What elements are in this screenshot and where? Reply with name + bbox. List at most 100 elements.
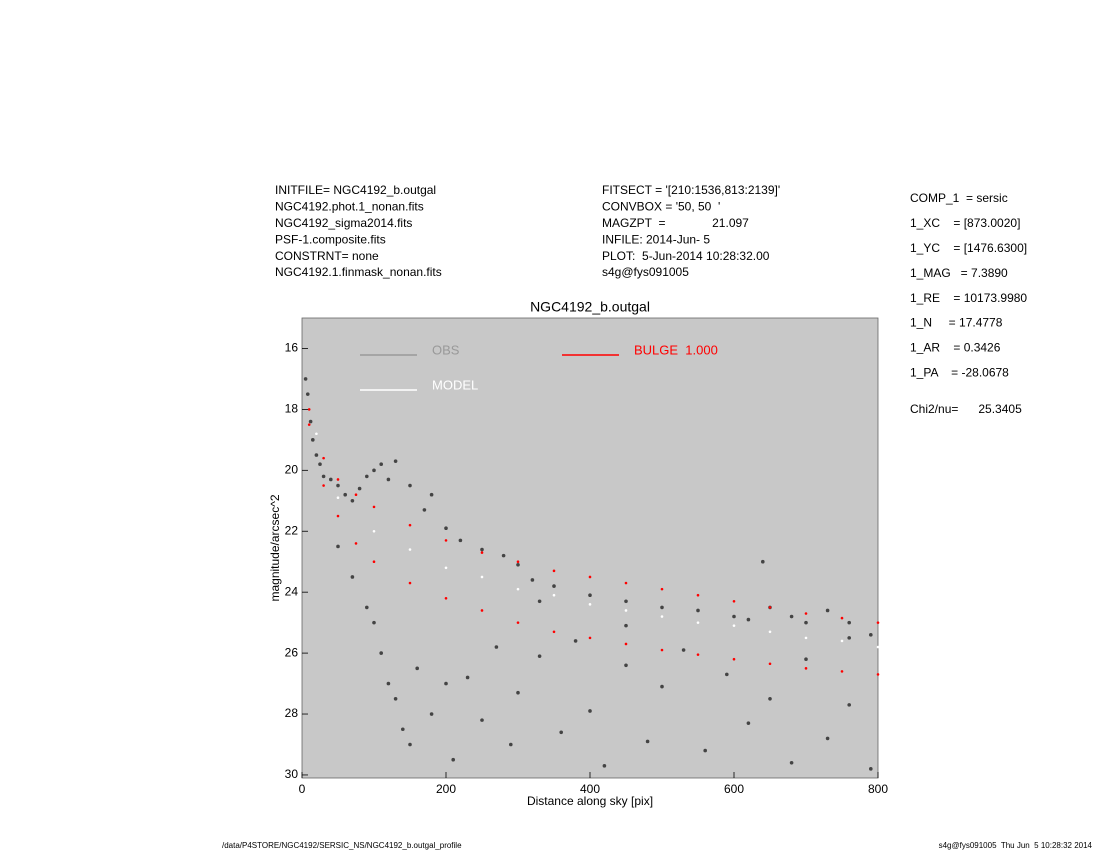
- y-axis-label: magnitude/arcsec^2: [268, 494, 282, 601]
- data-point: [372, 620, 376, 625]
- data-point: [696, 653, 700, 656]
- data-point: [408, 581, 412, 585]
- data-point: [847, 620, 851, 625]
- data-point: [408, 742, 412, 747]
- header-left-line: CONSTRNT= none: [275, 249, 379, 263]
- data-point: [308, 419, 313, 424]
- data-point: [480, 718, 484, 722]
- data-point: [660, 648, 664, 652]
- series-points: [315, 432, 880, 649]
- data-point: [480, 551, 484, 554]
- data-point: [537, 654, 542, 658]
- data-point: [660, 684, 664, 689]
- data-point: [768, 606, 772, 609]
- data-point: [552, 630, 556, 634]
- data-point: [696, 608, 700, 613]
- data-point: [350, 498, 355, 503]
- data-point: [318, 462, 322, 467]
- data-point: [876, 673, 880, 676]
- parameter-line: 1_YC = [1476.6300]: [910, 241, 1027, 255]
- data-point: [354, 493, 358, 496]
- data-point: [429, 492, 434, 497]
- data-point: [624, 623, 628, 628]
- data-point: [303, 377, 308, 381]
- data-point: [465, 675, 470, 680]
- header-middle-line: PLOT: 5-Jun-2014 10:28:32.00: [602, 249, 770, 263]
- data-point: [840, 616, 844, 620]
- data-point: [336, 478, 340, 481]
- header-left-line: NGC4192.phot.1_nonan.fits: [275, 200, 424, 214]
- data-point: [315, 432, 318, 436]
- data-point: [422, 508, 427, 512]
- parameter-line: 1_XC = [873.0020]: [910, 216, 1020, 230]
- data-point: [660, 605, 664, 610]
- data-point: [393, 459, 398, 463]
- data-point: [703, 748, 707, 753]
- data-point: [386, 681, 391, 686]
- data-point: [552, 584, 556, 588]
- data-point: [768, 696, 772, 701]
- data-point: [329, 477, 333, 482]
- x-tick-label: 400: [580, 782, 600, 796]
- data-point: [573, 639, 578, 643]
- legend-label: BULGE 1.000: [634, 342, 718, 357]
- data-point: [379, 462, 384, 467]
- data-point: [336, 544, 340, 549]
- data-point: [429, 712, 434, 716]
- y-tick-label: 18: [285, 402, 299, 416]
- data-point: [552, 593, 556, 597]
- data-point: [509, 742, 513, 747]
- data-point: [393, 696, 398, 701]
- data-point: [408, 523, 412, 527]
- data-point: [530, 578, 535, 582]
- header-middle-line: MAGZPT = 21.097: [602, 216, 749, 230]
- parameter-line: COMP_1 = sersic: [910, 191, 1008, 205]
- header-left-line: NGC4192_sigma2014.fits: [275, 216, 412, 230]
- x-tick-label: 0: [299, 782, 306, 796]
- data-point: [624, 663, 628, 668]
- data-point: [408, 483, 412, 488]
- data-point: [624, 581, 628, 585]
- data-point: [847, 703, 851, 707]
- data-point: [624, 599, 628, 604]
- data-point: [350, 575, 355, 579]
- data-point: [761, 559, 765, 564]
- data-point: [588, 636, 592, 640]
- data-point: [804, 657, 808, 661]
- parameter-line: 1_RE = 10173.9980: [910, 291, 1027, 305]
- data-point: [746, 617, 751, 622]
- y-tick-label: 28: [285, 706, 299, 720]
- chi-square: Chi2/nu= 25.3405: [910, 402, 1022, 416]
- data-point: [501, 553, 506, 558]
- data-point: [321, 474, 326, 479]
- data-point: [746, 721, 751, 725]
- data-point: [451, 757, 456, 762]
- data-point: [789, 614, 794, 619]
- data-point: [365, 474, 369, 479]
- data-point: [732, 600, 736, 603]
- data-point: [516, 587, 520, 591]
- data-point: [311, 438, 315, 442]
- data-point: [494, 645, 499, 649]
- data-point: [516, 690, 520, 695]
- header-left-line: INITFILE= NGC4192_b.outgal: [275, 183, 436, 197]
- legend-label: MODEL: [432, 377, 478, 392]
- data-point: [357, 486, 362, 491]
- data-point: [365, 605, 369, 610]
- y-tick-label: 24: [285, 584, 299, 598]
- data-point: [480, 547, 484, 552]
- data-point: [624, 609, 628, 612]
- data-point: [804, 620, 808, 625]
- data-point: [372, 529, 376, 533]
- series-points: [303, 377, 873, 771]
- data-point: [480, 575, 484, 579]
- data-point: [732, 624, 736, 627]
- data-point: [314, 453, 319, 457]
- x-tick-label: 600: [724, 782, 744, 796]
- footer-stamp: s4g@fys091005 Thu Jun 5 10:28:32 2014: [939, 841, 1093, 850]
- y-tick-label: 16: [285, 341, 299, 355]
- data-point: [681, 648, 686, 652]
- header-middle-line: CONVBOX = '50, 50 ': [602, 200, 720, 214]
- data-point: [804, 612, 808, 615]
